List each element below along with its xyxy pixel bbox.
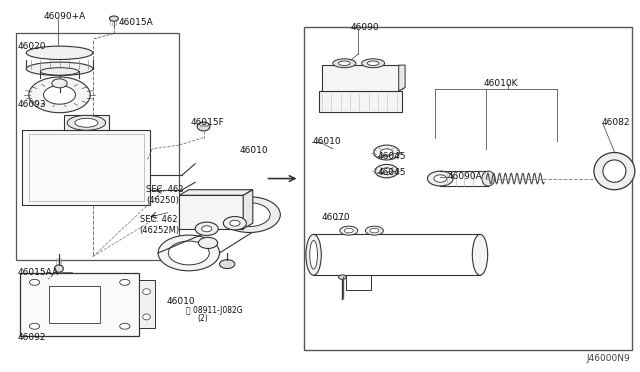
Ellipse shape [339,61,350,65]
Ellipse shape [168,241,209,265]
Ellipse shape [143,289,150,295]
Ellipse shape [365,226,383,235]
Polygon shape [179,195,243,229]
Ellipse shape [29,323,40,329]
Bar [49,286,100,323]
Ellipse shape [67,115,106,130]
Ellipse shape [29,279,40,285]
Text: 46082: 46082 [602,118,630,127]
Text: (2): (2) [197,314,208,323]
Ellipse shape [367,61,379,65]
Ellipse shape [26,62,93,76]
Ellipse shape [340,226,358,235]
Ellipse shape [380,149,393,156]
Bar [304,27,632,350]
Polygon shape [322,87,405,91]
Text: 46010K: 46010K [483,79,518,88]
Polygon shape [179,190,253,195]
Ellipse shape [143,314,150,320]
Text: 46015A: 46015A [118,18,153,27]
Text: 46090+A: 46090+A [44,12,86,21]
Ellipse shape [120,323,130,329]
Bar [22,130,150,205]
Ellipse shape [344,228,353,233]
Ellipse shape [120,279,130,285]
Ellipse shape [370,228,379,233]
Text: SEC. 462: SEC. 462 [140,215,177,224]
Text: Ⓝ 08911-J082G: Ⓝ 08911-J082G [186,306,242,315]
Ellipse shape [158,235,220,271]
Polygon shape [243,190,253,229]
Ellipse shape [197,122,210,131]
Ellipse shape [482,171,495,186]
Ellipse shape [428,171,453,186]
Text: 46070: 46070 [321,213,350,222]
Text: 46045: 46045 [378,169,406,177]
Ellipse shape [223,217,246,230]
Ellipse shape [26,46,93,60]
Text: 46045: 46045 [378,152,406,161]
Ellipse shape [202,226,212,232]
Ellipse shape [306,234,321,275]
Ellipse shape [594,153,635,190]
Ellipse shape [219,197,280,232]
Bar [319,91,402,112]
Text: 46020: 46020 [18,42,47,51]
Bar [64,115,109,130]
Text: SEC. 462: SEC. 462 [146,185,184,194]
Text: J46000N9: J46000N9 [587,354,630,363]
Text: 46010: 46010 [240,146,269,155]
Bar [29,134,144,201]
Ellipse shape [29,77,90,113]
Ellipse shape [434,175,447,182]
Bar [139,280,155,328]
Ellipse shape [339,275,346,279]
Ellipse shape [603,160,626,182]
Polygon shape [399,65,405,91]
Ellipse shape [375,164,398,178]
Ellipse shape [472,234,488,275]
Bar [20,273,139,336]
Text: 46092: 46092 [18,333,47,342]
Ellipse shape [230,220,240,226]
Ellipse shape [109,16,118,21]
Ellipse shape [198,237,218,248]
Text: 46015AA: 46015AA [18,268,59,277]
Text: 46015F: 46015F [191,118,225,127]
Ellipse shape [333,59,356,68]
Text: 46093: 46093 [18,100,47,109]
Ellipse shape [75,118,98,127]
Ellipse shape [310,241,317,269]
Text: 46010: 46010 [312,137,341,146]
Text: (46252M): (46252M) [140,226,180,235]
Ellipse shape [44,86,76,104]
Ellipse shape [374,145,399,160]
Ellipse shape [54,265,63,272]
Ellipse shape [195,222,218,235]
Ellipse shape [220,260,235,269]
Ellipse shape [52,79,67,88]
Polygon shape [322,65,399,91]
Bar [16,33,179,260]
Ellipse shape [381,168,392,174]
Ellipse shape [40,68,79,75]
Text: 46010: 46010 [166,297,195,306]
Ellipse shape [229,203,270,227]
Text: 46090A: 46090A [448,172,483,181]
Ellipse shape [362,59,385,68]
Text: 46090: 46090 [351,23,380,32]
Text: (46250): (46250) [146,196,179,205]
